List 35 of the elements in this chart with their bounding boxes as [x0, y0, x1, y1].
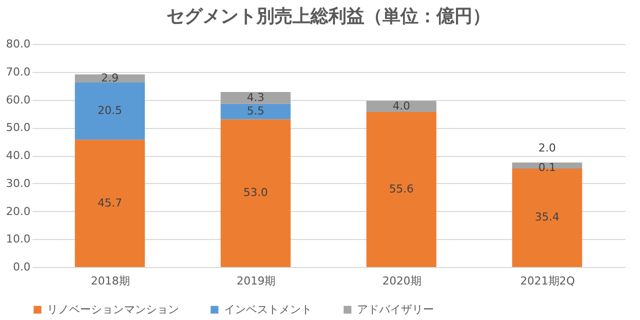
y-tick-label: 10.0	[6, 232, 30, 246]
data-label: 2.0	[538, 142, 556, 155]
bar	[366, 112, 436, 267]
legend-label: リノベーションマンション	[47, 302, 179, 316]
y-tick-label: 80.0	[6, 38, 30, 50]
data-label: 53.0	[243, 186, 268, 200]
data-label: 4.0	[392, 99, 410, 112]
bar	[220, 104, 291, 120]
data-label: 55.6	[389, 182, 414, 196]
bar	[366, 100, 436, 112]
x-tick-label: 2019期	[236, 274, 276, 288]
y-tick-label: 30.0	[6, 176, 30, 190]
data-label: 45.7	[98, 196, 122, 210]
y-tick-label: 70.0	[6, 65, 30, 78]
y-tick-label: 0.0	[13, 260, 30, 274]
x-tick-label: 2021期2Q	[520, 274, 576, 288]
bar	[74, 74, 145, 82]
bar	[220, 92, 291, 104]
bar	[74, 140, 145, 267]
data-label: 4.3	[246, 90, 264, 104]
x-tick-label: 2018期	[90, 274, 130, 288]
data-label: 2.9	[101, 71, 119, 84]
chart-title: セグメント別売上総利益（単位：億円）	[166, 6, 490, 27]
data-label: 20.5	[98, 104, 122, 118]
y-tick-label: 20.0	[6, 204, 30, 218]
x-tick-label: 2020期	[382, 274, 422, 288]
bar	[74, 82, 145, 140]
data-label: 35.4	[534, 210, 560, 224]
y-tick-label: 50.0	[6, 121, 30, 134]
data-label: 5.5	[246, 104, 264, 118]
legend-label: アドバイザリー	[357, 302, 434, 316]
bar	[220, 119, 291, 267]
y-tick-label: 60.0	[6, 93, 30, 106]
y-tick-label: 40.0	[6, 149, 30, 162]
legend-label: インベストメント	[224, 302, 312, 316]
